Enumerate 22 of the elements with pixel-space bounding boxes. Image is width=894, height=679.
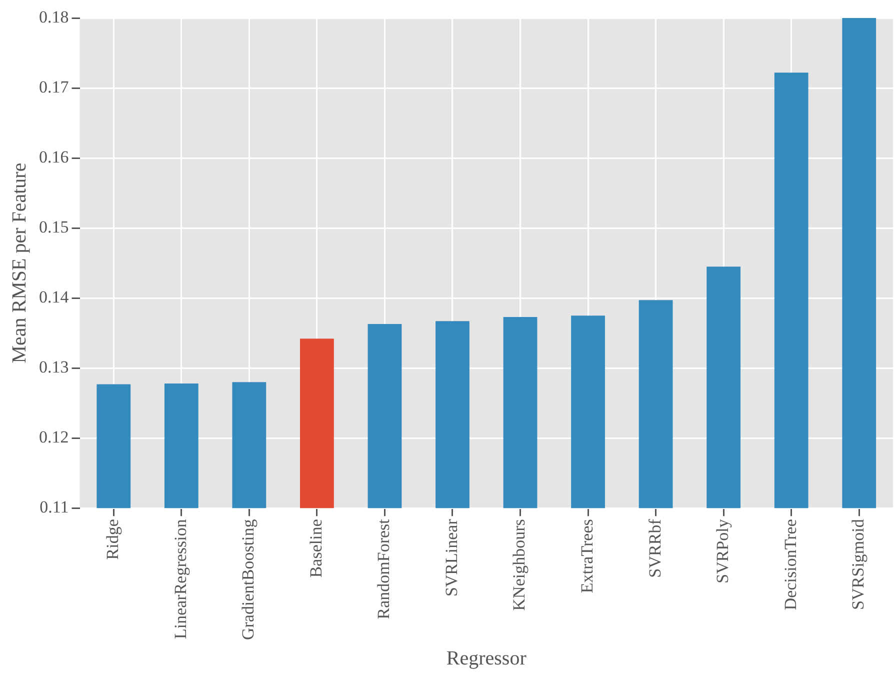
x-tick-label: SVRLinear [442, 518, 461, 597]
x-tick-label: Baseline [306, 519, 326, 578]
y-tick-label: 0.17 [39, 77, 70, 96]
y-tick-label: 0.16 [39, 148, 69, 167]
x-tick-label: RandomForest [374, 518, 394, 620]
y-tick-label: 0.15 [39, 218, 69, 237]
y-axis-title: Mean RMSE per Feature [8, 162, 30, 364]
x-tick-label: DecisionTree [780, 519, 800, 610]
x-tick-label: GradientBoosting [238, 518, 258, 640]
y-tick-label: 0.13 [39, 358, 69, 377]
y-tick-label: 0.14 [39, 288, 70, 307]
y-tick-label: 0.12 [39, 428, 69, 447]
x-tick-label: LinearRegression [170, 518, 190, 640]
x-tick-label: SVRSigmoid [848, 518, 868, 610]
x-axis-title: Regressor [446, 647, 527, 670]
y-tick-label: 0.11 [40, 498, 69, 517]
x-tick-label: ExtraTrees [578, 519, 596, 594]
x-tick-label: SVRRbf [645, 518, 664, 578]
x-tick-label: Ridge [103, 519, 122, 560]
y-tick-label: 0.18 [39, 7, 69, 26]
x-tick-label: SVRPoly [713, 518, 732, 584]
x-tick-label: KNeighbours [510, 519, 529, 611]
